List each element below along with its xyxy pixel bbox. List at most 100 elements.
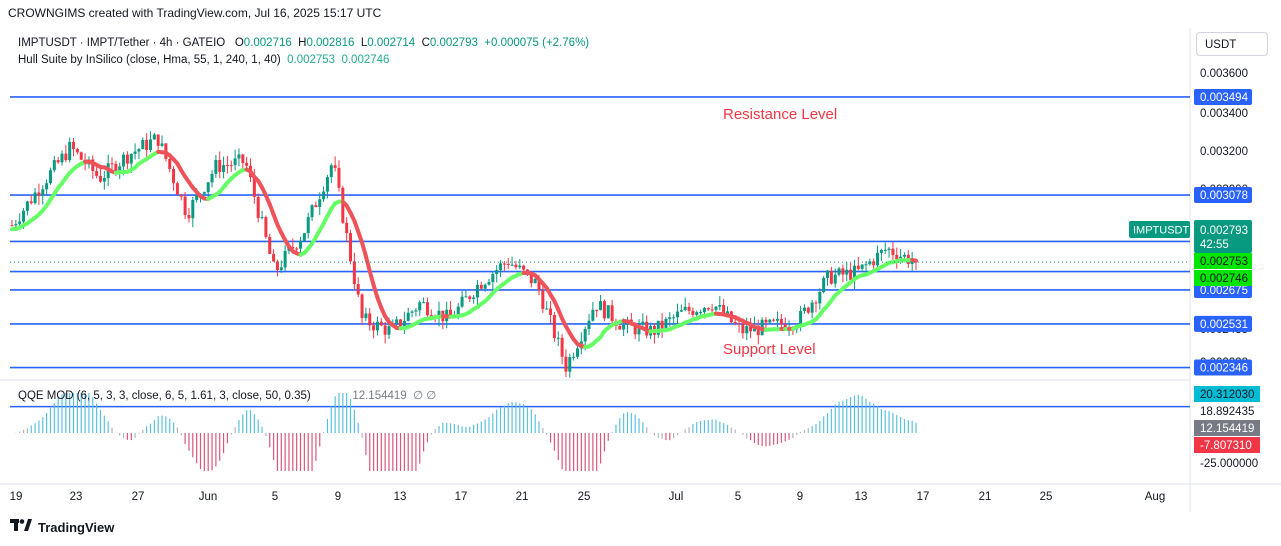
candle bbox=[29, 201, 33, 204]
candle bbox=[68, 141, 72, 161]
candle bbox=[122, 154, 126, 167]
y-tick: 0.003400 bbox=[1200, 108, 1248, 120]
symbol-name[interactable]: IMPTUSDT · IMPT/Tether · 4h · GATEIO bbox=[18, 37, 226, 49]
candle bbox=[549, 308, 553, 316]
candle bbox=[525, 269, 529, 273]
high-label: H bbox=[298, 37, 307, 49]
candle bbox=[425, 302, 429, 316]
x-tick: Aug bbox=[1145, 491, 1165, 503]
candle bbox=[14, 224, 18, 226]
candle bbox=[56, 160, 60, 163]
x-tick: 9 bbox=[335, 491, 341, 503]
candle bbox=[472, 297, 476, 299]
candle bbox=[48, 170, 52, 184]
candle bbox=[895, 254, 899, 260]
candle bbox=[229, 165, 233, 167]
candle bbox=[818, 292, 822, 304]
high-value: 0.002816 bbox=[306, 37, 355, 49]
candle bbox=[641, 321, 645, 325]
x-tick: Jul bbox=[669, 491, 684, 503]
candle bbox=[45, 183, 49, 190]
candle bbox=[599, 301, 603, 311]
candle bbox=[910, 260, 914, 265]
hull-segment bbox=[360, 240, 368, 259]
candle bbox=[591, 309, 595, 321]
indicator-name[interactable]: Hull Suite by InSilico (close, Hma, 55, … bbox=[18, 54, 281, 66]
hull-tag-1: 0.002753 bbox=[1200, 256, 1248, 268]
qqe-name[interactable]: QQE MOD (6, 5, 3, 3, close, 6, 5, 1.61, … bbox=[18, 390, 311, 402]
candle bbox=[456, 306, 460, 317]
level-tag-bg bbox=[1194, 187, 1252, 204]
candle bbox=[779, 319, 783, 325]
level-tag: 0.002675 bbox=[1200, 285, 1248, 297]
candle bbox=[402, 320, 406, 327]
candle bbox=[52, 160, 56, 171]
candle bbox=[802, 307, 806, 312]
candle bbox=[72, 141, 76, 150]
candle bbox=[283, 250, 287, 268]
x-tick: 13 bbox=[855, 491, 868, 503]
hull-segment bbox=[910, 257, 918, 263]
candle bbox=[260, 217, 264, 219]
candle bbox=[306, 217, 310, 234]
level-tag-bg bbox=[1194, 315, 1252, 332]
candle bbox=[560, 337, 564, 357]
time-axis: 19 23 27 Jun 5 9 13 17 21 25 Jul 5 9 13 17 21 25 Aug bbox=[10, 491, 1166, 503]
symbol-tag-text: IMPTUSDT bbox=[1133, 225, 1190, 237]
candle bbox=[137, 149, 141, 152]
x-tick: 9 bbox=[797, 491, 803, 503]
candle bbox=[110, 163, 114, 165]
candle bbox=[783, 324, 787, 330]
hull-tags: 0.002753 0.002746 bbox=[1194, 253, 1252, 286]
candle bbox=[314, 205, 318, 208]
candle bbox=[141, 139, 145, 150]
candle bbox=[60, 153, 64, 163]
horizontal-levels bbox=[10, 96, 1190, 408]
candle bbox=[364, 313, 368, 319]
hull-suite bbox=[10, 149, 918, 349]
candle bbox=[222, 165, 226, 172]
candle bbox=[668, 317, 672, 319]
chart-legend: IMPTUSDT · IMPT/Tether · 4h · GATEIO O 0.… bbox=[18, 35, 589, 69]
candle bbox=[622, 324, 626, 330]
candle bbox=[245, 162, 249, 166]
candle bbox=[375, 321, 379, 331]
candle bbox=[360, 294, 364, 319]
candle bbox=[395, 319, 399, 324]
currency-selector[interactable]: USDT bbox=[1196, 32, 1268, 56]
candle bbox=[279, 267, 283, 271]
candle bbox=[414, 310, 418, 312]
candle bbox=[133, 151, 137, 154]
candle bbox=[168, 158, 172, 169]
candle bbox=[79, 152, 83, 160]
candle bbox=[256, 196, 260, 218]
candle bbox=[372, 325, 376, 331]
level-tag-bg bbox=[1194, 359, 1252, 376]
candle bbox=[506, 263, 510, 265]
candle bbox=[691, 310, 695, 315]
candle bbox=[706, 307, 710, 310]
candle bbox=[179, 194, 183, 197]
candle bbox=[10, 225, 14, 227]
candle bbox=[845, 269, 849, 275]
indicator-value-1: 0.002753 bbox=[287, 54, 336, 66]
candle bbox=[349, 233, 353, 262]
candle bbox=[768, 319, 772, 323]
candle bbox=[672, 317, 676, 319]
candle bbox=[399, 319, 403, 327]
candle bbox=[156, 134, 160, 146]
candle bbox=[218, 159, 222, 172]
candle bbox=[587, 320, 591, 330]
candle bbox=[25, 201, 29, 211]
candle bbox=[152, 134, 156, 140]
candle bbox=[268, 236, 272, 254]
candle bbox=[172, 168, 176, 184]
open-label: O bbox=[234, 37, 244, 49]
candle bbox=[595, 309, 599, 311]
candle bbox=[606, 305, 610, 319]
candle bbox=[699, 312, 703, 314]
level-tag: 0.003078 bbox=[1200, 190, 1248, 202]
hull-segment bbox=[371, 283, 380, 300]
change-value: +0.000075 (+2.76%) bbox=[484, 37, 590, 49]
